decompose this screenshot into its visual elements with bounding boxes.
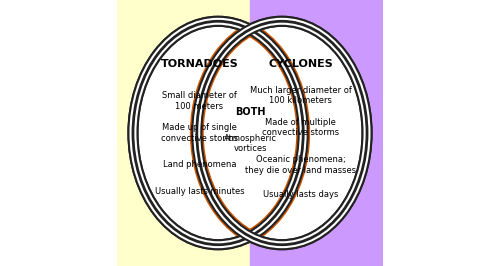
Text: Land phenomena: Land phenomena [162, 160, 236, 169]
Ellipse shape [133, 21, 303, 245]
Text: BOTH: BOTH [235, 107, 265, 117]
Text: TORNADOES: TORNADOES [160, 59, 238, 69]
Bar [117, 0, 250, 266]
Text: Small diameter of
100 meters: Small diameter of 100 meters [162, 92, 237, 111]
Ellipse shape [197, 21, 367, 245]
Text: Usually lasts minutes: Usually lasts minutes [154, 187, 244, 196]
Text: Oceanic phenomena;
they die over land masses: Oceanic phenomena; they die over land ma… [245, 155, 356, 174]
Text: CYCLONES: CYCLONES [268, 59, 333, 69]
Text: Usually lasts days: Usually lasts days [263, 190, 338, 199]
Text: Much larger diameter of
100 kilometers: Much larger diameter of 100 kilometers [250, 86, 352, 105]
Text: Atmospheric
vortices: Atmospheric vortices [224, 134, 276, 153]
Text: Made of multiple
convective storms: Made of multiple convective storms [262, 118, 339, 137]
Bar [250, 0, 383, 266]
Text: Made up of single
convective storms: Made up of single convective storms [161, 123, 238, 143]
